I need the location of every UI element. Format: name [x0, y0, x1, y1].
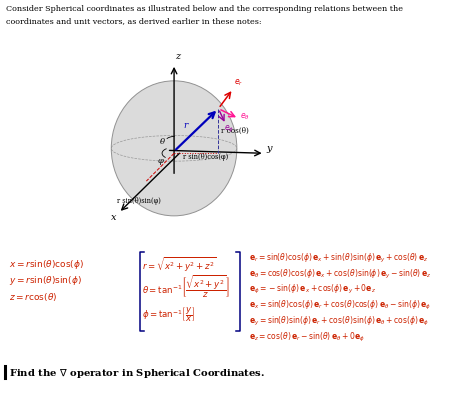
Text: z: z	[175, 52, 180, 61]
Text: $\mathbf{e}_x = \sin(\theta)\cos(\phi)\,\mathbf{e}_r + \cos(\theta)\cos(\phi)\,\: $\mathbf{e}_x = \sin(\theta)\cos(\phi)\,…	[249, 299, 431, 312]
Text: $\mathbf{e}_z = \cos(\theta)\,\mathbf{e}_r - \sin(\theta)\,\mathbf{e}_\theta + 0: $\mathbf{e}_z = \cos(\theta)\,\mathbf{e}…	[249, 331, 365, 344]
Text: y: y	[266, 144, 272, 153]
Text: r: r	[183, 121, 188, 130]
Text: $\mathbf{e}_r = \sin(\theta)\cos(\phi)\,\mathbf{e}_x + \sin(\theta)\sin(\phi)\,\: $\mathbf{e}_r = \sin(\theta)\cos(\phi)\,…	[249, 252, 428, 265]
Text: $z = r\cos(\theta)$: $z = r\cos(\theta)$	[9, 291, 57, 303]
Text: $y = r\sin(\theta)\sin(\phi)$: $y = r\sin(\theta)\sin(\phi)$	[9, 274, 82, 287]
Text: $\mathbf{e}_\theta = \cos(\theta)\cos(\phi)\,\mathbf{e}_x + \cos(\theta)\sin(\ph: $\mathbf{e}_\theta = \cos(\theta)\cos(\p…	[249, 268, 431, 281]
Text: $e_\theta$: $e_\theta$	[240, 112, 249, 122]
Text: $\mathbf{e}_\phi = -\sin(\phi)\,\mathbf{e}_x + \cos(\phi)\,\mathbf{e}_y + 0\math: $\mathbf{e}_\phi = -\sin(\phi)\,\mathbf{…	[249, 283, 376, 296]
Text: r sin(θ)sin(φ): r sin(θ)sin(φ)	[117, 197, 161, 205]
Text: $e_r$: $e_r$	[234, 78, 243, 88]
Text: r sin(θ)cos(φ): r sin(θ)cos(φ)	[183, 153, 228, 161]
Text: $\theta = \tan^{-1}\!\left[\dfrac{\sqrt{x^2+y^2}}{z}\right]$: $\theta = \tan^{-1}\!\left[\dfrac{\sqrt{…	[142, 274, 230, 299]
Text: θ: θ	[160, 138, 165, 146]
Text: $r = \sqrt{x^2+y^2+z^2}$: $r = \sqrt{x^2+y^2+z^2}$	[142, 255, 217, 275]
Text: x: x	[111, 213, 117, 222]
Text: coordinates and unit vectors, as derived earlier in these notes:: coordinates and unit vectors, as derived…	[6, 17, 262, 25]
Text: $x = r\sin(\theta)\cos(\phi)$: $x = r\sin(\theta)\cos(\phi)$	[9, 257, 84, 270]
Text: r cos(θ): r cos(θ)	[221, 127, 249, 134]
Text: $\mathbf{e}_y = \sin(\theta)\sin(\phi)\,\mathbf{e}_r + \cos(\theta)\sin(\phi)\,\: $\mathbf{e}_y = \sin(\theta)\sin(\phi)\,…	[249, 315, 429, 328]
Text: $e_\phi$: $e_\phi$	[224, 124, 234, 135]
Text: Find the $\nabla$ operator in Spherical Coordinates.: Find the $\nabla$ operator in Spherical …	[9, 367, 265, 380]
Ellipse shape	[111, 81, 237, 216]
Text: φ: φ	[157, 157, 164, 165]
Text: Consider Spherical coordinates as illustrated below and the corresponding relati: Consider Spherical coordinates as illust…	[6, 6, 403, 13]
Text: $\phi = \tan^{-1}\!\left[\dfrac{y}{x}\right]$: $\phi = \tan^{-1}\!\left[\dfrac{y}{x}\ri…	[142, 305, 195, 324]
